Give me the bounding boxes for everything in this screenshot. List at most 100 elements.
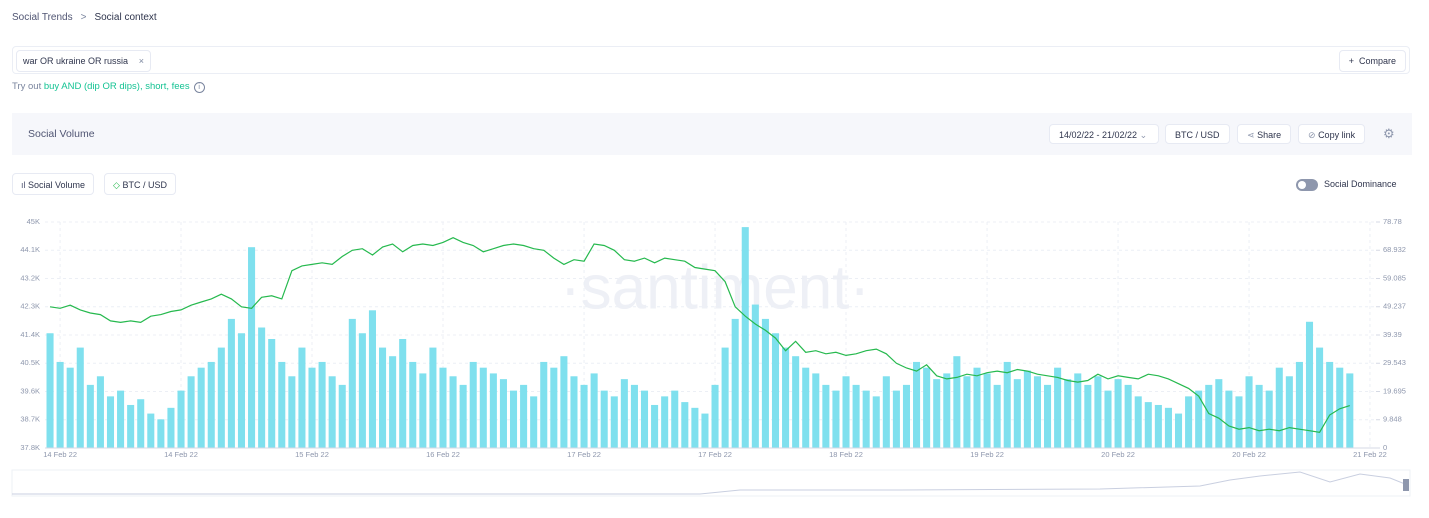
bar <box>499 379 507 448</box>
bar <box>278 361 286 448</box>
bar <box>227 318 235 448</box>
crumb[interactable]: Social Trends <box>12 12 73 23</box>
legend-chip[interactable]: ◇ BTC / USD <box>104 173 176 195</box>
bar <box>610 396 618 448</box>
bar <box>1275 367 1283 448</box>
separator: > <box>80 12 87 23</box>
x-tick-label: 15 Feb 22 <box>295 450 329 459</box>
bar <box>1164 407 1172 448</box>
minimap-handle[interactable] <box>1403 479 1409 491</box>
bar <box>792 356 800 448</box>
bar <box>117 390 125 448</box>
bar <box>600 390 608 448</box>
bar <box>933 379 941 448</box>
settings-icon[interactable]: ⚙ <box>1383 126 1395 141</box>
y-tick-label: 39.6K <box>20 386 40 395</box>
x-tick-label: 14 Feb 22 <box>164 450 198 459</box>
bar <box>550 367 558 448</box>
asset-button[interactable]: BTC / USD <box>1165 124 1230 144</box>
bar <box>147 413 155 448</box>
bar <box>419 373 427 448</box>
bar <box>630 384 638 448</box>
y2-tick-label: 39.39 <box>1383 330 1402 339</box>
x-tick-label: 19 Feb 22 <box>970 450 1004 459</box>
bar <box>1285 376 1293 448</box>
dominance-toggle[interactable]: Social Dominance <box>1296 178 1397 191</box>
x-tick-label: 18 Feb 22 <box>829 450 863 459</box>
bar <box>973 367 981 448</box>
bar <box>157 419 165 448</box>
bar <box>983 373 991 448</box>
bar <box>1104 390 1112 448</box>
x-tick-label: 21 Feb 22 <box>1353 450 1387 459</box>
bar <box>348 318 356 448</box>
x-tick-label: 20 Feb 22 <box>1101 450 1135 459</box>
bar <box>701 413 709 448</box>
bar <box>530 396 538 448</box>
bar <box>1003 361 1011 448</box>
y-tick-label: 37.8K <box>20 443 40 452</box>
date-text: 14/02/22 - 21/02/22 <box>1059 130 1138 140</box>
bar <box>1124 384 1132 448</box>
bar <box>389 356 397 448</box>
bar <box>489 373 497 448</box>
hint-text: Try out <box>12 81 42 92</box>
bar <box>258 327 266 448</box>
bar <box>358 333 366 448</box>
bar <box>509 390 518 448</box>
info-icon[interactable]: i <box>193 82 205 93</box>
share-button[interactable]: ⋖ Share <box>1237 124 1292 144</box>
switch[interactable] <box>1296 178 1318 191</box>
bar <box>782 347 790 448</box>
bar <box>1185 396 1193 448</box>
x-tick-label: 17 Feb 22 <box>567 450 601 459</box>
bar <box>691 407 699 448</box>
x-tick-label: 20 Feb 22 <box>1232 450 1266 459</box>
search-bar[interactable]: war OR ukraine OR russia × + Compare <box>12 46 1410 74</box>
x-tick-label: 16 Feb 22 <box>426 450 460 459</box>
bar <box>812 373 820 448</box>
bar <box>681 402 689 448</box>
hint: Try out buy AND (dip OR dips), short, fe… <box>12 81 205 93</box>
bar <box>288 376 296 448</box>
bar <box>1346 373 1354 448</box>
bar <box>661 396 669 448</box>
bar <box>651 404 659 448</box>
bar <box>963 376 971 448</box>
bar <box>1225 390 1233 448</box>
bar <box>197 367 205 448</box>
bar <box>751 304 759 448</box>
bar <box>429 347 437 448</box>
bar-icon: ıl <box>21 180 26 190</box>
remove-tag[interactable]: × <box>138 56 145 66</box>
bar <box>76 347 84 448</box>
hint-link[interactable]: buy AND (dip OR dips), short, fees <box>43 81 190 92</box>
bar <box>862 390 870 448</box>
bar <box>993 384 1001 448</box>
legend-text: BTC / USD <box>122 180 167 190</box>
bar <box>620 379 628 448</box>
bar <box>1033 376 1041 448</box>
bar <box>771 333 780 448</box>
bar <box>520 384 528 448</box>
bar <box>96 376 104 448</box>
date-range[interactable]: 14/02/22 - 21/02/22 ⌄ <box>1049 124 1159 144</box>
bar <box>852 384 860 448</box>
bar <box>1265 390 1273 448</box>
legend-chip[interactable]: ıl Social Volume <box>12 173 95 195</box>
bar <box>1114 379 1122 448</box>
copy-link-button[interactable]: ⊘ Copy link <box>1298 124 1366 144</box>
bar <box>1144 402 1152 448</box>
y2-tick-label: 9.848 <box>1383 415 1402 424</box>
y2-tick-label: 49.237 <box>1383 302 1406 311</box>
bar <box>1044 384 1052 448</box>
y2-tick-label: 19.695 <box>1383 386 1406 395</box>
bar <box>318 361 326 448</box>
bar <box>580 384 588 448</box>
bar <box>368 310 376 448</box>
compare-button[interactable]: + Compare <box>1338 50 1406 72</box>
search-tag[interactable]: war OR ukraine OR russia × <box>16 50 152 72</box>
bar <box>1305 321 1314 448</box>
y2-tick-label: 59.085 <box>1383 273 1406 282</box>
